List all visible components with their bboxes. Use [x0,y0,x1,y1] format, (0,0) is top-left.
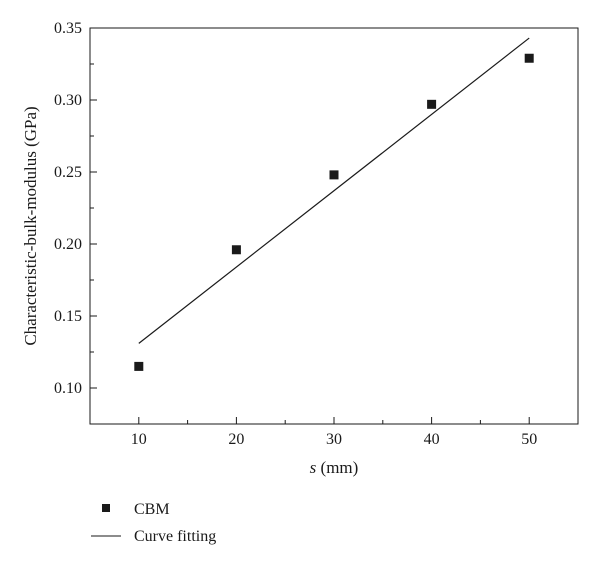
x-axis-label: s (mm) [310,458,359,477]
x-axis-label-unit: (mm) [316,458,358,477]
legend: CBM Curve fitting [91,501,216,545]
x-tick-label: 10 [131,431,147,448]
cbm-data-point [524,53,534,63]
legend-marker-cbm [102,504,110,512]
y-axis-label: Characteristic-bulk-modulus (GPa) [21,106,40,345]
x-tick-label: 20 [228,431,244,448]
cbm-data-point [329,170,339,180]
y-tick-label: 0.25 [54,164,82,181]
plot-frame [89,27,579,425]
x-tick-label: 40 [424,431,440,448]
axes: 10 20 30 40 50 0.10 0.15 0.20 0.25 0.30 0.35 [54,20,579,448]
curve-fitting-line [138,37,530,344]
y-tick-label: 0.30 [54,92,82,109]
cbm-data-point [134,361,144,371]
x-axis-label-variable: s [310,458,317,477]
legend-label-cbm: CBM [134,501,170,518]
data-markers [134,53,534,371]
y-tick-label: 0.20 [54,236,82,253]
legend-label-curve-fitting: Curve fitting [134,528,216,545]
plot-area [138,37,530,344]
y-tick-label: 0.35 [54,20,82,37]
x-tick-label: 30 [326,431,342,448]
x-tick-label: 50 [521,431,537,448]
x-axis-ticks: 10 20 30 40 50 [131,417,537,448]
y-tick-label: 0.10 [54,380,82,397]
cbm-data-point [427,99,437,109]
y-axis-ticks: 0.10 0.15 0.20 0.25 0.30 0.35 [54,20,97,397]
y-tick-label: 0.15 [54,308,82,325]
cbm-data-point [231,245,241,255]
